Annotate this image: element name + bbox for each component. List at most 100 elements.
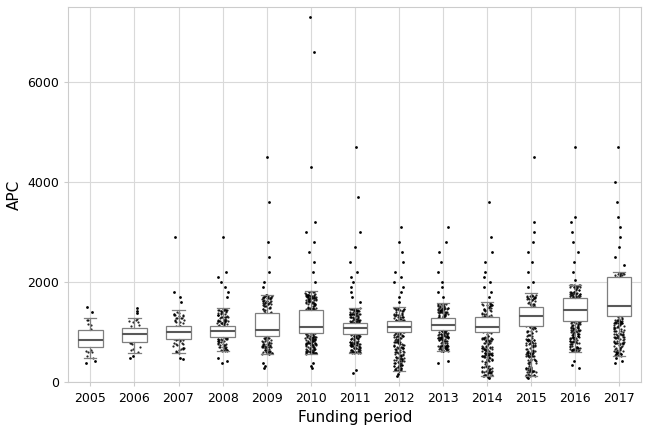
- Point: [169, 332, 179, 339]
- Point: [349, 338, 360, 345]
- Point: [611, 355, 621, 362]
- Point: [213, 355, 224, 362]
- Point: [565, 305, 575, 311]
- Point: [611, 306, 621, 313]
- Point: [349, 336, 360, 343]
- Point: [573, 321, 584, 327]
- Point: [395, 352, 406, 359]
- Point: [307, 342, 317, 349]
- Point: [618, 270, 629, 276]
- Point: [389, 363, 399, 370]
- Point: [347, 346, 357, 353]
- Point: [305, 334, 316, 340]
- Point: [307, 307, 317, 314]
- Point: [347, 325, 358, 332]
- Point: [443, 343, 453, 349]
- Point: [572, 339, 582, 346]
- Point: [483, 373, 494, 380]
- Point: [522, 300, 533, 307]
- Point: [609, 347, 619, 354]
- Point: [353, 328, 364, 335]
- Point: [397, 318, 407, 325]
- Point: [527, 317, 538, 324]
- Point: [397, 320, 407, 327]
- Point: [266, 322, 276, 329]
- Point: [309, 48, 319, 55]
- Point: [351, 323, 361, 330]
- Point: [307, 336, 318, 343]
- Point: [394, 321, 404, 328]
- Point: [220, 310, 230, 317]
- Point: [570, 326, 580, 333]
- Point: [345, 327, 356, 334]
- Point: [216, 279, 226, 286]
- Point: [528, 372, 538, 379]
- Point: [439, 314, 449, 321]
- Point: [434, 312, 445, 319]
- Point: [264, 348, 275, 355]
- Point: [353, 315, 364, 322]
- Point: [301, 323, 311, 330]
- Point: [566, 219, 576, 226]
- Point: [260, 348, 271, 355]
- Point: [437, 327, 447, 334]
- Point: [350, 333, 360, 340]
- Point: [566, 296, 576, 303]
- Point: [571, 346, 581, 353]
- Point: [301, 314, 312, 321]
- Point: [526, 356, 537, 363]
- Point: [347, 311, 358, 318]
- Point: [308, 337, 318, 343]
- Point: [527, 239, 538, 246]
- Point: [522, 336, 533, 343]
- Point: [218, 333, 229, 340]
- Point: [481, 310, 491, 317]
- Point: [303, 347, 313, 354]
- Point: [310, 309, 320, 316]
- Point: [612, 294, 623, 301]
- Point: [306, 314, 316, 321]
- Point: [310, 294, 320, 301]
- Point: [392, 349, 402, 356]
- Point: [305, 337, 316, 344]
- Point: [441, 239, 451, 246]
- Point: [616, 292, 627, 299]
- Point: [257, 306, 268, 313]
- Point: [527, 306, 537, 313]
- Point: [613, 349, 623, 356]
- Point: [394, 307, 404, 314]
- Point: [127, 341, 137, 348]
- Point: [219, 343, 229, 349]
- Point: [303, 325, 313, 332]
- Point: [220, 346, 231, 353]
- Point: [525, 301, 535, 308]
- Point: [610, 277, 621, 284]
- Point: [220, 316, 230, 323]
- Point: [304, 296, 314, 303]
- Point: [529, 356, 540, 363]
- Point: [613, 333, 623, 340]
- Point: [258, 327, 268, 334]
- Point: [307, 335, 317, 342]
- Point: [394, 340, 404, 346]
- Point: [220, 318, 230, 325]
- Point: [530, 307, 540, 314]
- Point: [353, 334, 363, 341]
- Point: [309, 306, 319, 313]
- Point: [435, 343, 446, 350]
- Point: [213, 336, 224, 343]
- Point: [439, 312, 450, 319]
- Point: [568, 289, 579, 296]
- Point: [353, 348, 364, 355]
- Point: [485, 338, 496, 345]
- Point: [261, 343, 272, 350]
- Point: [437, 318, 447, 325]
- Point: [480, 359, 490, 365]
- Point: [216, 348, 227, 355]
- Point: [222, 327, 233, 334]
- Point: [308, 319, 318, 326]
- Point: [523, 350, 533, 357]
- Point: [219, 321, 229, 328]
- Point: [522, 312, 533, 319]
- Point: [259, 293, 270, 300]
